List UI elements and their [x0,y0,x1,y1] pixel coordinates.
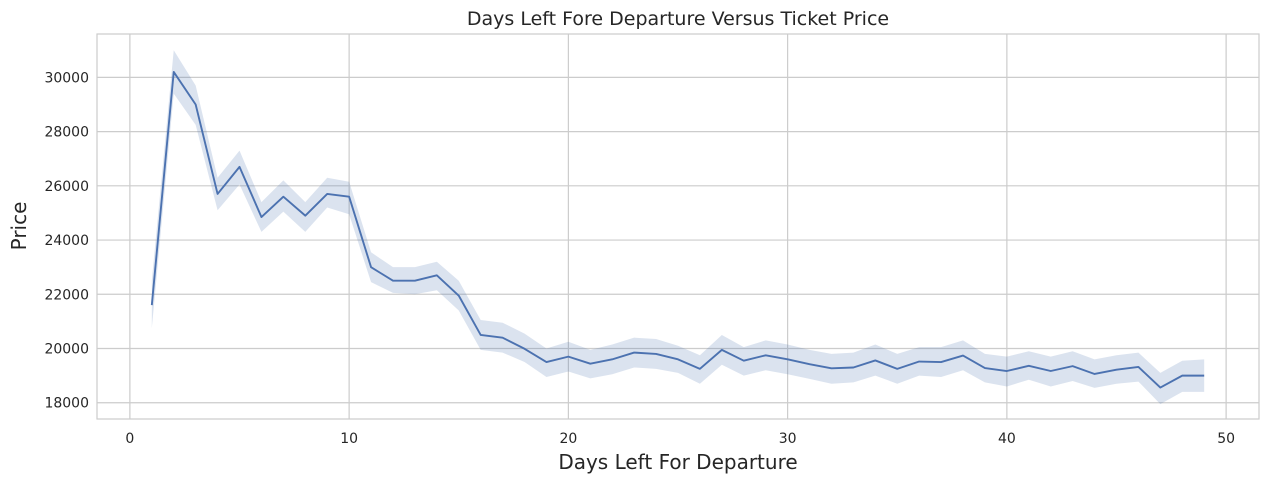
y-tick-label: 24000 [44,233,89,249]
x-tick-label: 0 [125,431,134,447]
y-tick-label: 20000 [44,342,89,358]
series-line [150,71,1205,389]
x-tick-label: 20 [559,431,577,447]
y-axis-label: Price [7,202,31,251]
y-tick-label: 26000 [44,179,89,195]
y-tick-label: 22000 [44,287,89,303]
y-tick-label: 18000 [44,396,89,412]
x-tick-label: 10 [340,431,358,447]
x-tick-label: 40 [998,431,1016,447]
y-tick-labels: 18000 20000 22000 24000 26000 28000 30000 [44,70,89,411]
x-tick-label: 50 [1217,431,1235,447]
plot-frame [96,33,1260,420]
x-tick-label: 30 [779,431,797,447]
grid [97,34,1259,419]
x-tick-labels: 0 10 20 30 40 50 [125,431,1235,447]
confidence-band [151,50,1205,405]
y-tick-label: 28000 [44,125,89,141]
x-axis-label: Days Left For Departure [558,450,797,474]
chart-title: Days Left Fore Departure Versus Ticket P… [467,8,889,30]
y-tick-label: 30000 [44,70,89,86]
